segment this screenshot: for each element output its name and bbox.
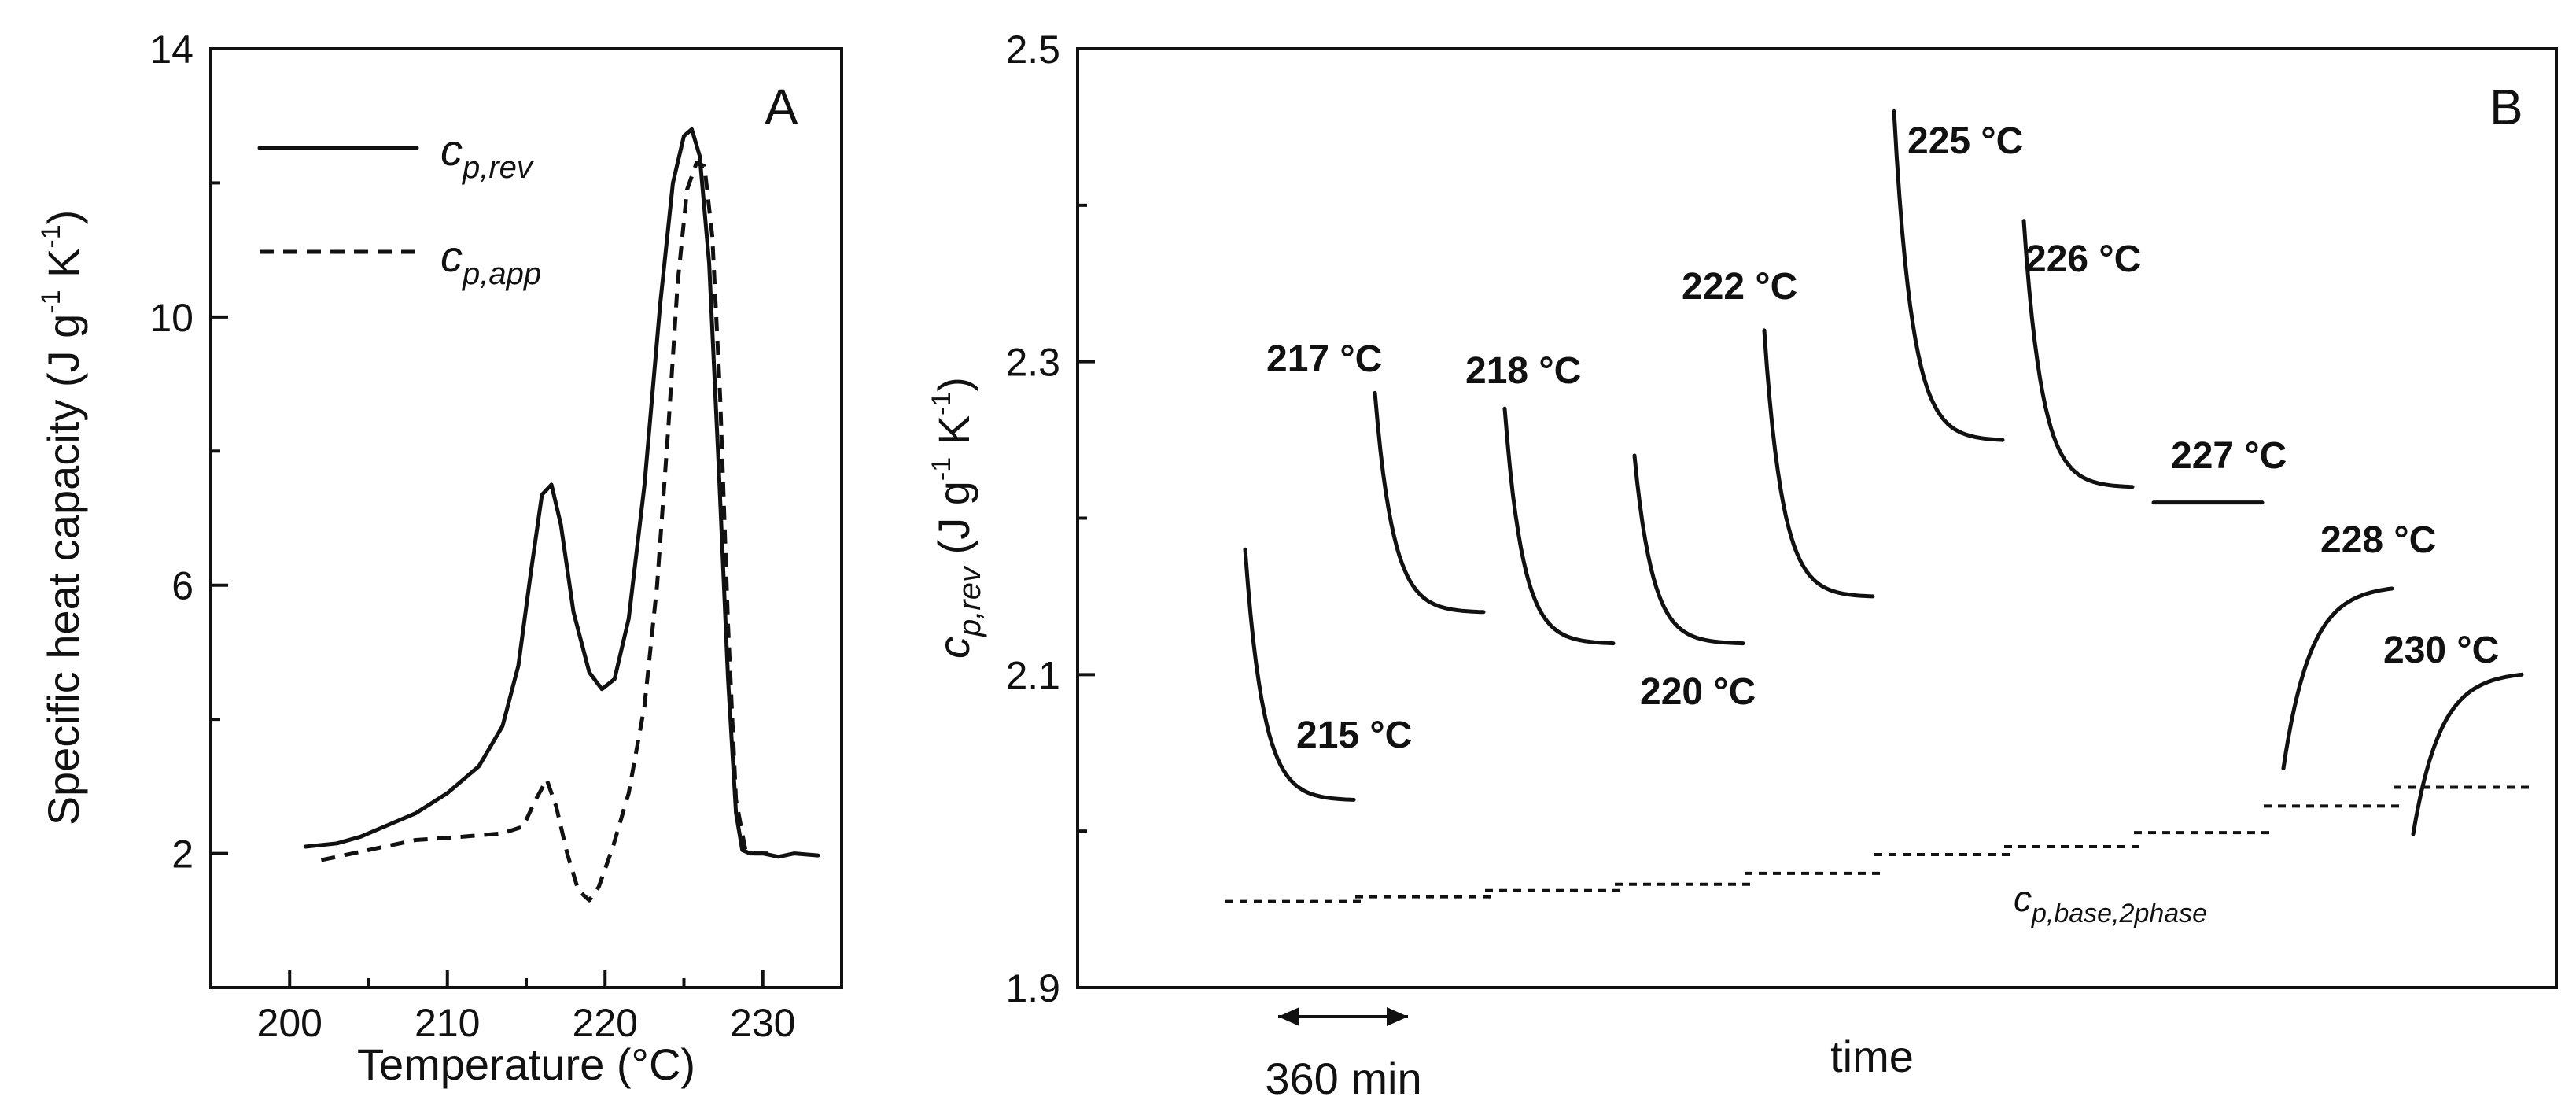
panel-a-x-tick-label: 230	[730, 1001, 795, 1045]
panel-b: 1.9 2.1 2.3 2.5 215 °C 217 °C 218 °C 220 °C 222…	[927, 28, 2558, 1103]
baseline-label: cp,base,2phase	[2014, 878, 2207, 929]
panel-b-letter: B	[2489, 79, 2523, 135]
panel-b-y-tick-label: 2.3	[1005, 341, 1060, 385]
panel-a: 200 210 220 230 2 6 10 14 A cp,rev cp,app Tempe…	[36, 28, 843, 1089]
scale-bar-label: 360 min	[1265, 1054, 1421, 1103]
panel-b-y-axis-title: cp,rev (J g-1 K-1)	[927, 377, 987, 659]
panel-a-letter: A	[765, 79, 798, 135]
segment-label: 222 °C	[1682, 266, 1797, 308]
scale-bar-left-arrow	[1278, 1007, 1299, 1026]
scale-bar-right-arrow	[1387, 1007, 1408, 1026]
panel-b-x-axis-title: time	[1830, 1032, 1914, 1081]
segment-label: 228 °C	[2320, 519, 2436, 561]
series-cp-rev-line	[303, 127, 820, 859]
segment-curve	[2021, 219, 2135, 489]
panel-a-x-axis-title: Temperature (°C)	[357, 1039, 695, 1089]
segment-curve	[2281, 586, 2394, 771]
panel-a-x-tick-label: 210	[415, 1001, 480, 1045]
segment-curve	[1373, 390, 1486, 615]
panel-b-frame	[1076, 47, 2558, 989]
panel-b-y-tick-label: 1.9	[1005, 966, 1060, 1010]
panel-b-y-tick-label: 2.5	[1005, 28, 1060, 72]
panel-a-x-tick-label: 220	[573, 1001, 638, 1045]
segment-curve	[1502, 406, 1616, 646]
panel-a-y-tick-label: 14	[149, 28, 193, 72]
segment-label: 227 °C	[2171, 435, 2287, 477]
panel-a-y-axis-title: Specific heat capacity (J g-1 K-1)	[36, 210, 88, 826]
legend-label-cp-rev: cp,rev	[440, 125, 534, 185]
panel-a-y-tick-label: 2	[171, 833, 193, 877]
segment-curve	[2411, 672, 2524, 836]
segment-curve	[1243, 547, 1356, 802]
panel-a-y-tick-label: 6	[171, 564, 193, 608]
panel-b-y-tick-label: 2.1	[1005, 653, 1060, 697]
scale-bar	[1278, 1007, 1408, 1026]
segment-label: 226 °C	[2025, 238, 2141, 280]
legend-label-cp-app: cp,app	[440, 231, 541, 291]
series-cp-app-line	[320, 161, 771, 903]
segment-curve	[1892, 109, 2005, 442]
segment-label: 230 °C	[2383, 629, 2499, 671]
segment-label: 225 °C	[1907, 120, 2023, 162]
panel-a-y-tick-label: 10	[149, 296, 193, 340]
segment-curve	[1632, 453, 1745, 646]
segment-curve	[1762, 328, 1875, 599]
segment-label: 217 °C	[1266, 338, 1382, 380]
segment-label: 220 °C	[1640, 671, 1756, 713]
segment-label: 218 °C	[1465, 350, 1581, 392]
segment-label: 215 °C	[1296, 714, 1412, 756]
panel-a-x-tick-label: 200	[257, 1001, 322, 1045]
